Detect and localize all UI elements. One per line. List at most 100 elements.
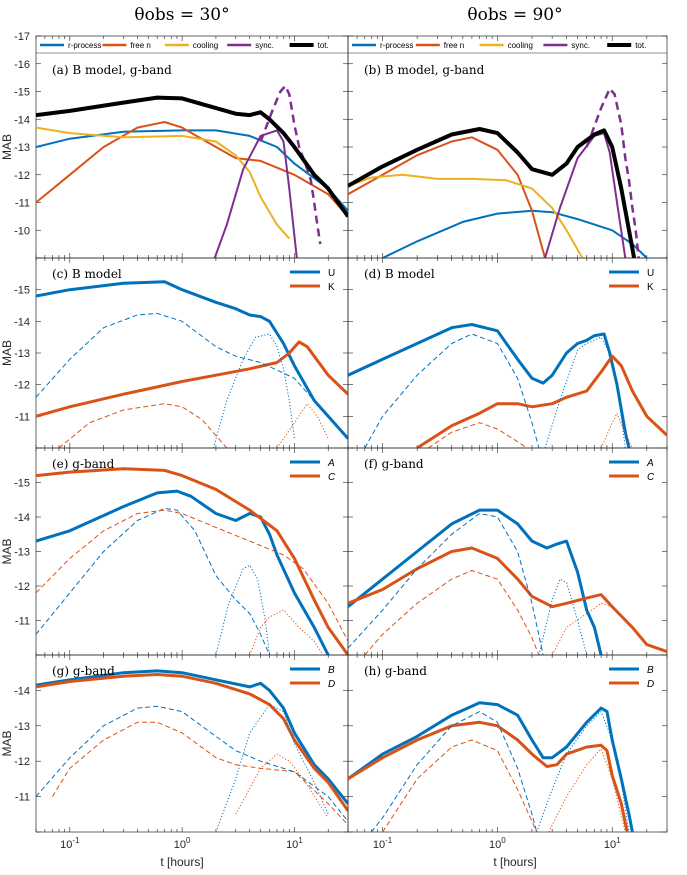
series-d-dashed bbox=[382, 739, 538, 832]
y-tick-label: -17 bbox=[14, 31, 30, 43]
series-d-solid bbox=[36, 673, 348, 812]
legend-label: B bbox=[647, 665, 654, 676]
series-b-dashed bbox=[371, 711, 538, 832]
series-b-solid bbox=[348, 701, 634, 832]
series-c-dashed bbox=[364, 570, 540, 655]
x-axis-label-left: t [hours] bbox=[160, 855, 203, 869]
x-tick-label: 101 bbox=[286, 836, 303, 851]
series-d-dotted bbox=[235, 753, 329, 819]
panel-label: (b) B model, g-band bbox=[364, 63, 485, 77]
column-title-left: θobs = 30° bbox=[134, 5, 229, 25]
series-k-solid bbox=[36, 340, 348, 418]
series-sync--dashed bbox=[585, 87, 640, 258]
legend-label: U bbox=[328, 268, 335, 279]
legend-label: r-process bbox=[68, 41, 101, 50]
panel-c: -11 -12 -13 -14 -15 MAB (c) B model UK bbox=[0, 257, 349, 449]
series-k-dotted bbox=[276, 403, 329, 448]
panel-label: (c) B model bbox=[52, 267, 122, 281]
y-tick-label: -12 bbox=[14, 170, 30, 182]
y-tick-label: -16 bbox=[14, 59, 30, 71]
panel-b: (b) B model, g-band r-process free n coolin… bbox=[347, 35, 668, 259]
legend-label: D bbox=[647, 679, 654, 690]
y-tick-label: -15 bbox=[14, 285, 30, 297]
series-c-dashed bbox=[36, 509, 348, 642]
legend-label: K bbox=[328, 282, 335, 293]
series-b-dotted bbox=[536, 711, 630, 832]
panel-label: (e) g-band bbox=[52, 457, 115, 471]
series-b-solid bbox=[36, 669, 348, 805]
panel-label: (f) g-band bbox=[364, 457, 424, 471]
series-sync--dashed bbox=[259, 84, 322, 245]
series-cooling-solid bbox=[36, 126, 291, 240]
y-tick-label: -13 bbox=[14, 721, 30, 733]
series-d-dashed bbox=[51, 721, 348, 826]
y-tick-label: -13 bbox=[14, 348, 30, 360]
y-tick-label: -15 bbox=[14, 478, 30, 490]
legend-label: U bbox=[647, 268, 654, 279]
legend-label: sync. bbox=[571, 41, 590, 50]
y-axis-label: MAB bbox=[0, 340, 14, 366]
legend-label: B bbox=[328, 665, 335, 676]
series-k-solid bbox=[416, 354, 667, 448]
series-r-process-solid bbox=[36, 129, 348, 212]
y-tick-label: -10 bbox=[14, 225, 30, 237]
legend-label: D bbox=[328, 679, 335, 690]
panel-e: -11 -12 -13 -14 -15 MAB (e) g-band AC bbox=[0, 447, 349, 656]
x-tick-label: 10-1 bbox=[373, 836, 393, 851]
panel-label: (d) B model bbox=[364, 267, 435, 281]
y-tick-label: -12 bbox=[14, 756, 30, 768]
panel-a: -10 -11 -12 -13 -14 -15 -16 -17 MAB (a) B model, … bbox=[0, 31, 349, 259]
y-tick-label: -11 bbox=[15, 792, 30, 804]
series-u-dotted bbox=[544, 336, 626, 448]
y-tick-label: -12 bbox=[14, 380, 30, 392]
y-tick-label: -11 bbox=[15, 616, 30, 628]
y-tick-label: -12 bbox=[14, 581, 30, 593]
series-c-solid bbox=[36, 467, 348, 655]
series-k-dashed bbox=[428, 422, 527, 448]
x-tick-label: 100 bbox=[489, 836, 506, 851]
panel-h: 10-1 100 101 (h) g-band BD bbox=[347, 654, 668, 851]
panel-d: (d) B model UK bbox=[347, 257, 668, 449]
series-a-dashed bbox=[36, 507, 270, 655]
y-tick-label: -13 bbox=[14, 547, 30, 559]
series-b-dotted bbox=[215, 704, 329, 832]
x-axis-label-right: t [hours] bbox=[493, 855, 536, 869]
legend-label: free n bbox=[444, 41, 464, 50]
series-d-dotted bbox=[548, 748, 626, 832]
series-a-dotted bbox=[215, 564, 270, 655]
panel-frame bbox=[347, 654, 668, 833]
legend-label: sync. bbox=[255, 41, 274, 50]
series-b-dashed bbox=[36, 705, 348, 822]
x-tick-label: 100 bbox=[174, 836, 191, 851]
series-u-solid bbox=[348, 323, 631, 448]
series-c-dotted bbox=[249, 609, 324, 655]
series-a-dashed bbox=[348, 513, 544, 655]
legend-label: free n bbox=[130, 41, 150, 50]
series-tot--solid bbox=[348, 127, 637, 258]
column-title-right: θobs = 90° bbox=[467, 5, 562, 25]
series-free-n-solid bbox=[348, 136, 546, 258]
panel-g: 10-1 100 101 -11 -12 -13 -14 MAB (g) g-band BD bbox=[0, 654, 349, 851]
legend-label: A bbox=[327, 458, 335, 469]
panel-frame bbox=[347, 447, 668, 656]
series-u-dotted bbox=[212, 333, 295, 448]
y-tick-label: -14 bbox=[14, 512, 30, 524]
y-tick-label: -13 bbox=[14, 142, 30, 154]
legend-label: tot. bbox=[318, 41, 329, 50]
series-k-dashed bbox=[58, 403, 228, 448]
y-tick-label: -14 bbox=[14, 685, 30, 697]
y-tick-label: -14 bbox=[14, 316, 30, 328]
legend-label: cooling bbox=[508, 41, 533, 50]
series-a-solid bbox=[348, 508, 603, 655]
panel-f: (f) g-band AC bbox=[347, 447, 668, 656]
x-tick-label: 101 bbox=[604, 836, 621, 851]
y-tick-label: -11 bbox=[15, 411, 30, 423]
series-tot--solid bbox=[36, 95, 348, 218]
y-tick-label: -14 bbox=[14, 114, 30, 126]
series-sync--solid bbox=[213, 129, 298, 258]
legend-label: K bbox=[647, 282, 654, 293]
legend-label: C bbox=[647, 472, 655, 483]
legend-label: C bbox=[328, 472, 336, 483]
legend-label: cooling bbox=[193, 41, 218, 50]
